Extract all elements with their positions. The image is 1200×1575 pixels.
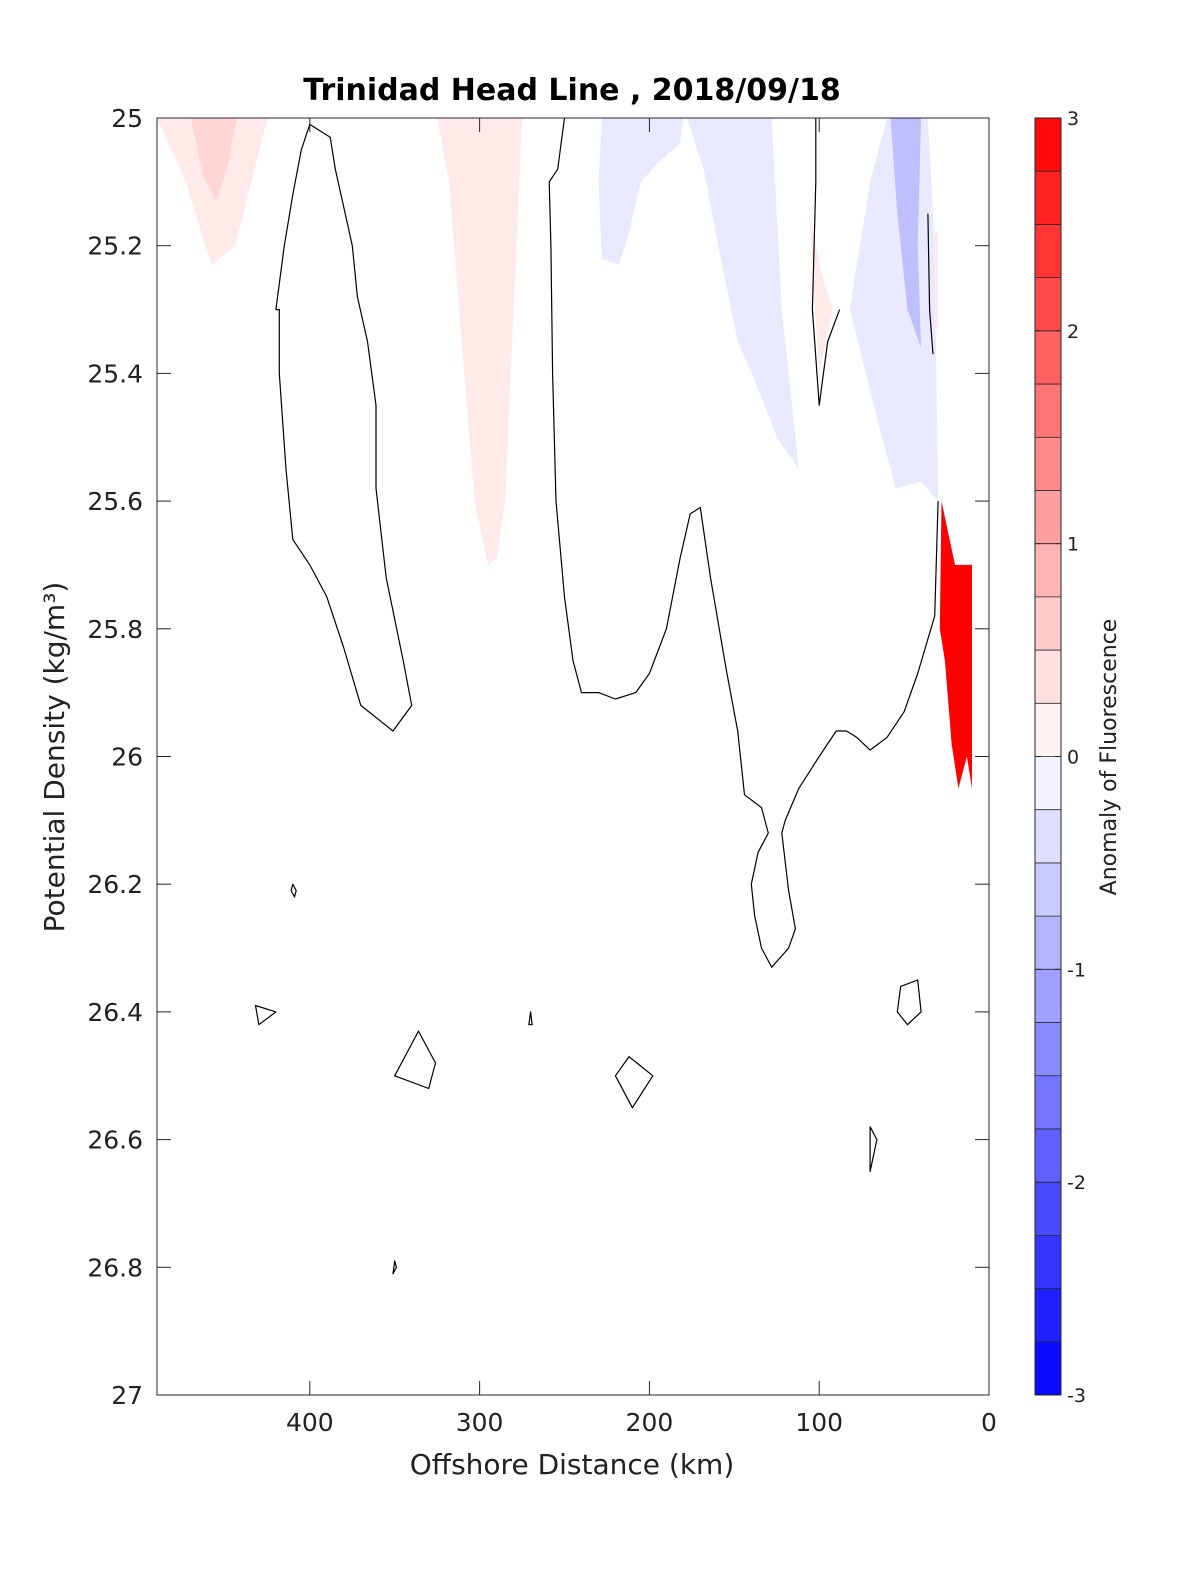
x-tick-label: 300 bbox=[456, 1408, 504, 1437]
chart-title: Trinidad Head Line , 2018/09/18 bbox=[303, 73, 840, 108]
y-tick-label: 26.8 bbox=[87, 1253, 143, 1282]
colorbar: 3 2 1 0 -1 -2 -3 Anomaly of Fluorescence bbox=[1034, 108, 1122, 1407]
colorbar-ticks: 3 2 1 0 -1 -2 -3 bbox=[1035, 108, 1086, 1407]
colorbar-step bbox=[1035, 650, 1061, 704]
colorbar-step bbox=[1035, 1182, 1061, 1236]
contour-zero-contour-mid bbox=[548, 117, 939, 968]
x-tick-label: 0 bbox=[981, 1408, 997, 1437]
colorbar-step bbox=[1035, 437, 1061, 491]
y-tick-label: 26.2 bbox=[87, 870, 143, 899]
colorbar-label: Anomaly of Fluorescence bbox=[1097, 619, 1122, 896]
x-axis-ticks: 400 300 200 100 0 bbox=[286, 118, 997, 1437]
y-tick-label: 27 bbox=[111, 1381, 143, 1410]
region-neg-anomaly-nearshore-core bbox=[890, 118, 922, 348]
colorbar-step bbox=[1035, 756, 1061, 810]
colorbar-step bbox=[1035, 490, 1061, 544]
colorbar-step bbox=[1035, 809, 1061, 863]
colorbar-step bbox=[1035, 118, 1061, 172]
colorbar-tick-label: 2 bbox=[1067, 321, 1079, 343]
contour-small-contour-6 bbox=[896, 979, 922, 1026]
colorbar-tick-label: 3 bbox=[1067, 108, 1079, 130]
colorbar-step bbox=[1035, 1075, 1061, 1129]
x-axis-label: Offshore Distance (km) bbox=[410, 1448, 735, 1481]
colorbar-step bbox=[1035, 916, 1061, 970]
x-tick-label: 100 bbox=[795, 1408, 843, 1437]
colorbar-step bbox=[1035, 1235, 1061, 1289]
region-pos-anomaly-offshore-core bbox=[191, 118, 237, 201]
plot-background bbox=[157, 118, 989, 1395]
colorbar-step bbox=[1035, 862, 1061, 917]
contour-small-contour-4 bbox=[394, 1030, 437, 1090]
colorbar-step bbox=[1035, 224, 1061, 278]
contour-small-contour-7 bbox=[869, 1126, 878, 1173]
region-pos-anomaly-coast-strip bbox=[934, 232, 939, 342]
colorbar-step bbox=[1035, 330, 1061, 385]
region-neg-anomaly-220km bbox=[598, 118, 684, 265]
colorbar-step bbox=[1035, 277, 1061, 331]
region-pos-anomaly-coastal-bloom bbox=[939, 501, 972, 789]
contour-zero-contour-coast bbox=[927, 213, 934, 355]
contour-small-contour-5 bbox=[614, 1055, 654, 1109]
colorbar-step bbox=[1035, 1288, 1061, 1342]
contour-zero-contour-offshore bbox=[275, 123, 413, 732]
x-tick-label: 400 bbox=[286, 1408, 334, 1437]
region-pos-anomaly-100km bbox=[809, 213, 833, 374]
colorbar-step bbox=[1035, 171, 1061, 225]
colorbar-step bbox=[1035, 703, 1061, 757]
region-pos-anomaly-300km bbox=[437, 118, 523, 565]
zero-contours bbox=[254, 117, 939, 1275]
contour-small-contour-1 bbox=[290, 883, 297, 898]
y-tick-label: 26 bbox=[111, 743, 143, 772]
y-tick-label: 25.8 bbox=[87, 615, 143, 644]
y-tick-label: 26.6 bbox=[87, 1126, 143, 1155]
y-tick-label: 25.6 bbox=[87, 487, 143, 516]
y-tick-label: 26.4 bbox=[87, 998, 143, 1027]
contour-zero-contour-nearshore bbox=[811, 118, 841, 406]
region-neg-anomaly-150km bbox=[686, 118, 799, 470]
colorbar-tick-label: -2 bbox=[1067, 1172, 1086, 1194]
colorbar-steps bbox=[1035, 118, 1061, 1395]
contour-small-contour-2 bbox=[254, 1004, 277, 1026]
y-tick-label: 25.4 bbox=[87, 359, 143, 388]
colorbar-step bbox=[1035, 1128, 1061, 1183]
anomaly-fills bbox=[157, 118, 972, 789]
y-tick-label: 25 bbox=[111, 104, 143, 133]
colorbar-tick-label: 1 bbox=[1067, 534, 1079, 556]
colorbar-step bbox=[1035, 543, 1061, 597]
y-axis-ticks: 25 25.2 25.4 25.6 25.8 26 26.2 26.4 26.6 26.8 27 bbox=[87, 104, 989, 1410]
y-axis-label: Potential Density (kg/m³) bbox=[38, 582, 71, 933]
y-tick-label: 25.2 bbox=[87, 232, 143, 261]
contour-small-contour-3 bbox=[528, 1011, 533, 1026]
colorbar-step bbox=[1035, 969, 1061, 1023]
plot-area: 400 300 200 100 0 25 25.2 25.4 25.6 25.8 26 26.2 26… bbox=[87, 104, 997, 1437]
contour-small-contour-8 bbox=[392, 1260, 397, 1275]
colorbar-step bbox=[1035, 1022, 1061, 1076]
colorbar-tick-label: -1 bbox=[1067, 959, 1086, 981]
colorbar-step bbox=[1035, 596, 1061, 651]
x-tick-label: 200 bbox=[626, 1408, 674, 1437]
colorbar-step bbox=[1035, 384, 1061, 438]
colorbar-tick-label: 0 bbox=[1067, 747, 1079, 769]
colorbar-tick-label: -3 bbox=[1067, 1385, 1086, 1407]
colorbar-step bbox=[1035, 1341, 1061, 1395]
